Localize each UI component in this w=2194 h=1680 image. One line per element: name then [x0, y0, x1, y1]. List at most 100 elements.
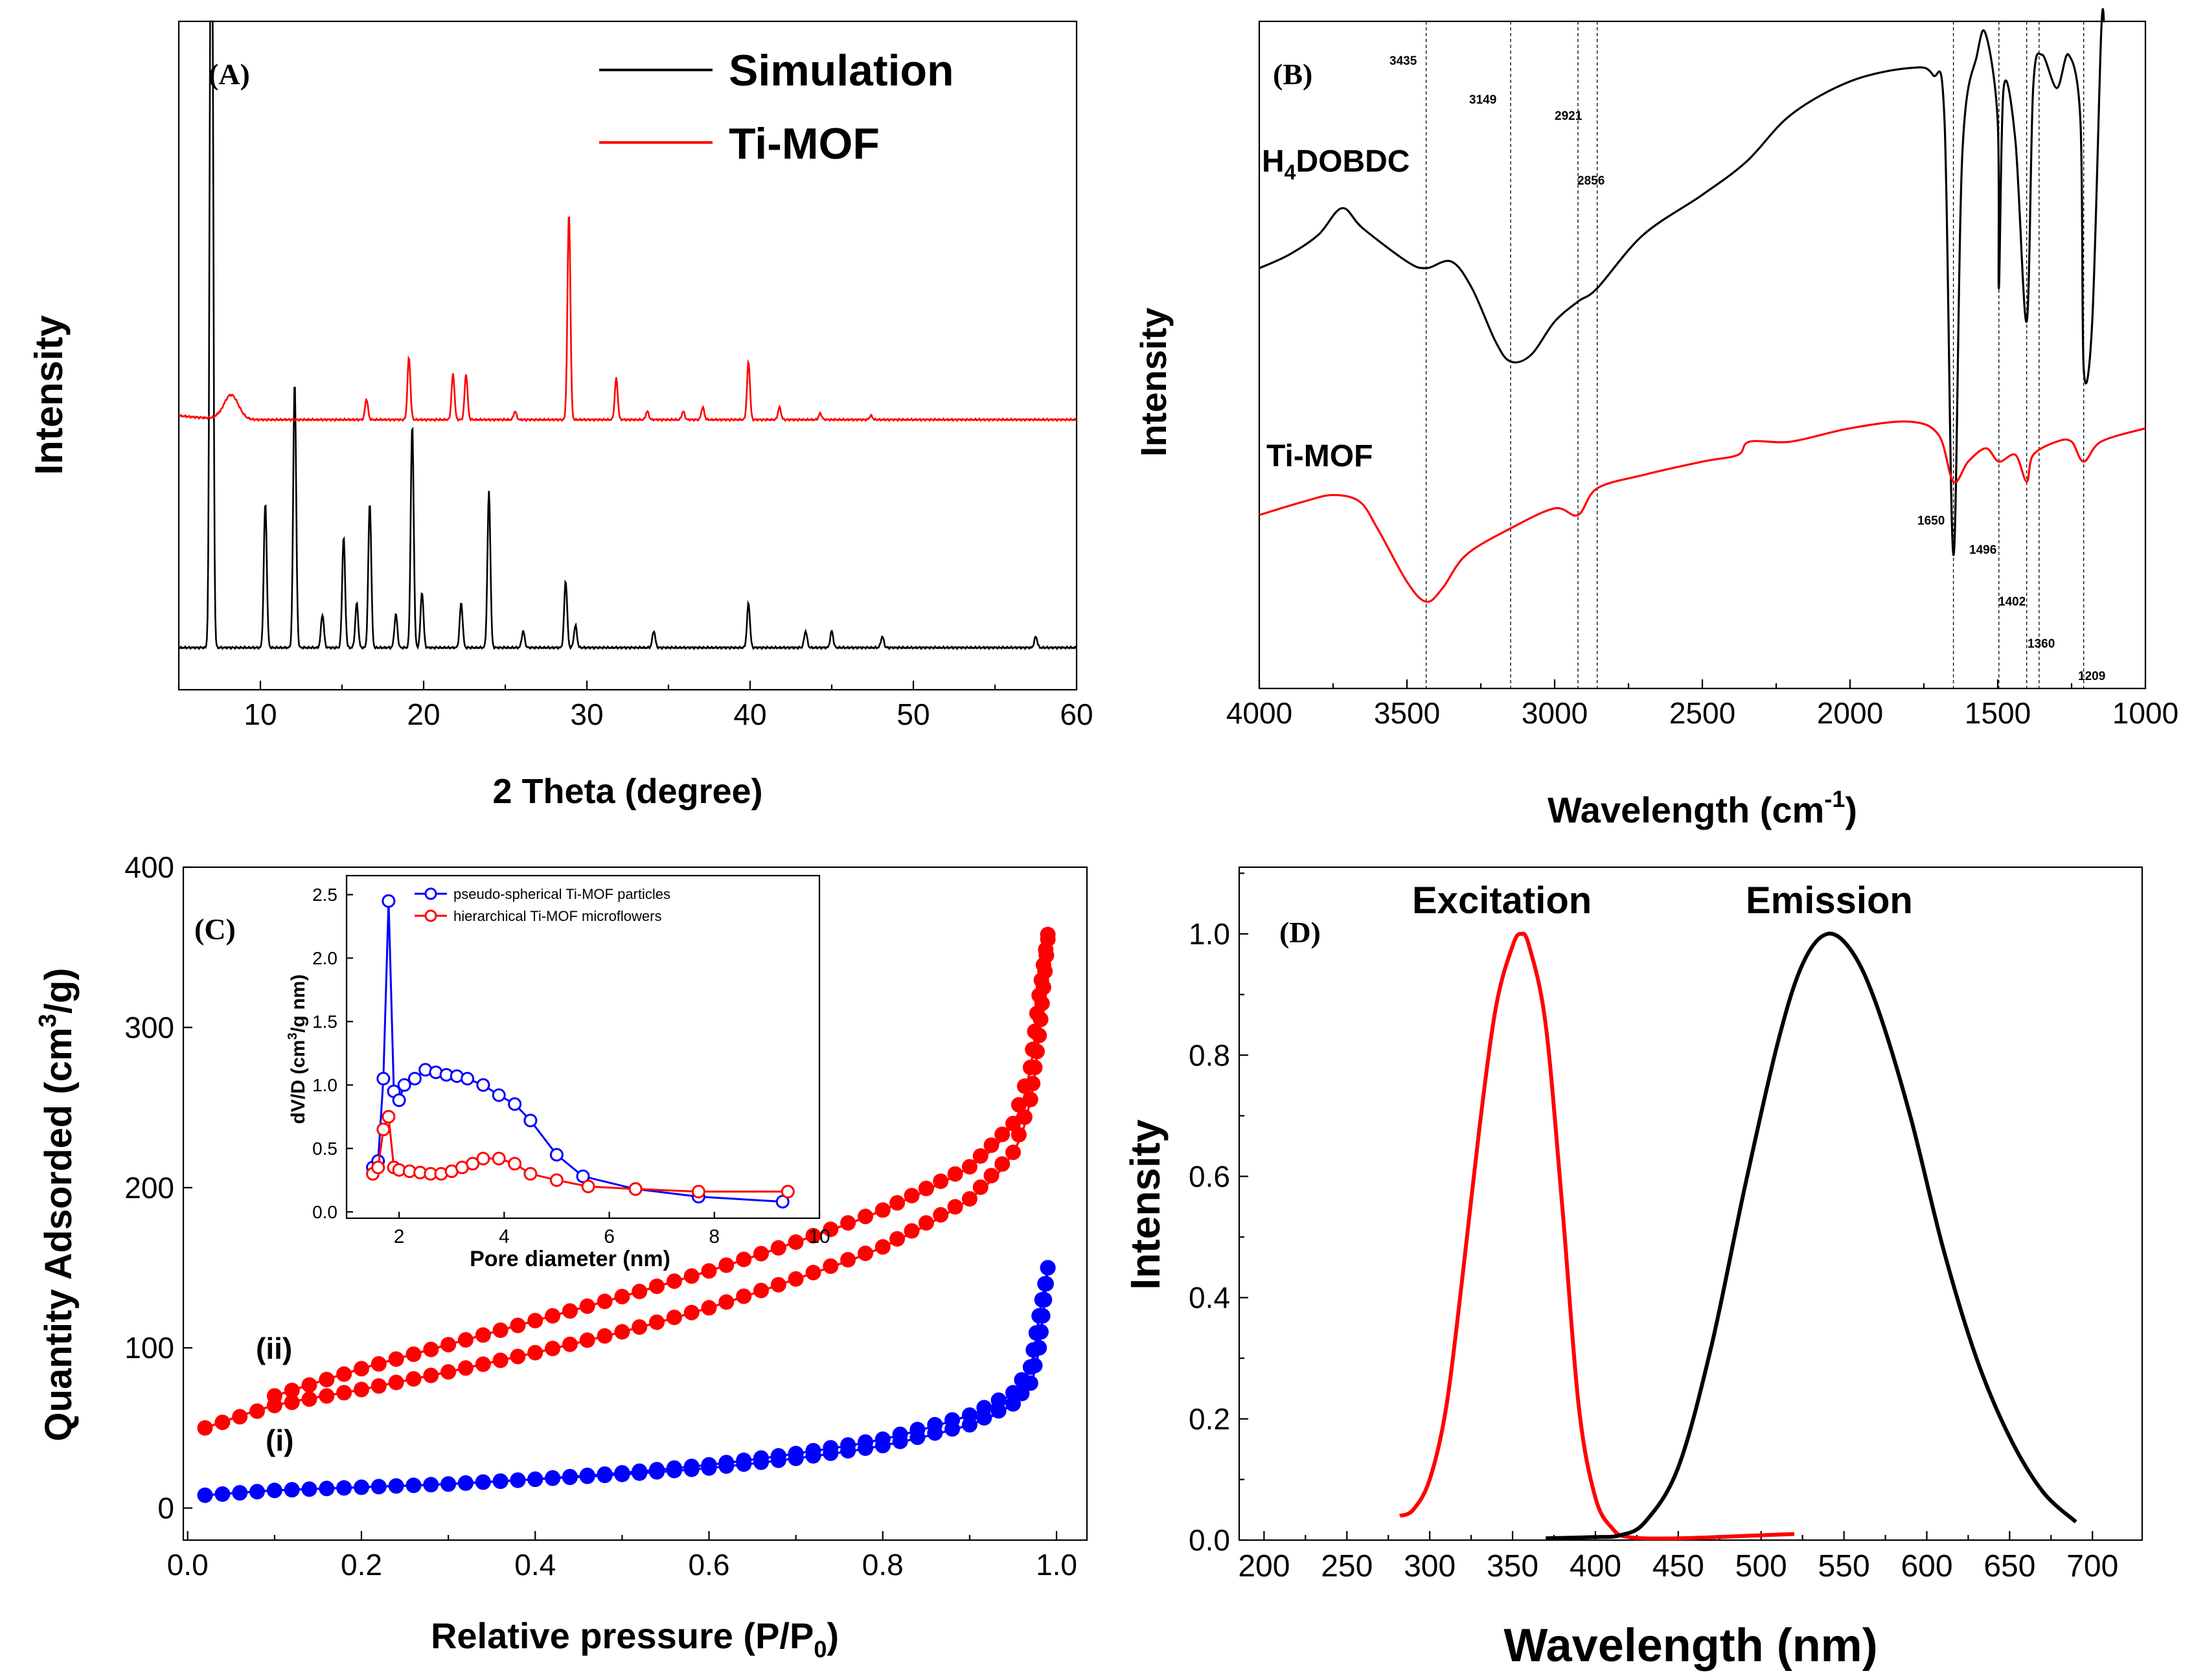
panel-a-x-tick-label: 10 — [244, 698, 277, 731]
panel-c-marker — [909, 1422, 926, 1438]
panel-d-y-tick-label: 0.2 — [1189, 1402, 1230, 1436]
panel-c-marker — [1033, 972, 1049, 988]
panel-c-marker — [406, 1371, 422, 1387]
panel-c-marker — [1016, 1109, 1033, 1125]
panel-a-x-tick-label: 60 — [1060, 698, 1093, 731]
inset-legend-marker-particles — [424, 887, 437, 900]
panel-c-marker — [1031, 1308, 1047, 1324]
panel-c-marker — [904, 1223, 920, 1239]
panel-c-marker — [1011, 1096, 1027, 1113]
panel-c-marker — [918, 1181, 934, 1196]
panel-d-x-tick-label: 300 — [1404, 1549, 1456, 1584]
panel-c-marker — [874, 1239, 891, 1255]
panel-d-series-emission — [1546, 931, 2077, 1541]
panel-c-marker — [266, 1388, 282, 1404]
panel-c-marker — [718, 1455, 735, 1471]
inset-x-tick-label: 10 — [808, 1226, 830, 1247]
panel-c-marker — [301, 1377, 317, 1393]
panel-c-marker — [510, 1472, 526, 1488]
inset-y-tick-label: 0.0 — [312, 1202, 337, 1222]
panel-c-marker — [440, 1364, 457, 1380]
panel-c-marker — [492, 1352, 509, 1368]
panel-c-marker — [972, 1179, 988, 1196]
panel-c-curves — [197, 926, 1056, 1503]
panel-c-y-tick-label: 300 — [124, 1010, 174, 1044]
panel-c-marker — [1022, 1359, 1038, 1375]
panel-c-marker — [614, 1289, 630, 1304]
panel-c-marker — [284, 1394, 300, 1411]
panel-a-x-tick-label: 50 — [897, 698, 930, 731]
peak-label-1209: 1209 — [2078, 670, 2105, 683]
panel-c-ticks: 0.0 0.2 0.4 0.6 0.8 1.0 0 100 200 300 400 — [124, 850, 1077, 1582]
panel-d-y-tick-label: 0.8 — [1189, 1038, 1230, 1072]
panel-c-y-tick-label: 400 — [124, 850, 174, 884]
panel-c-marker — [649, 1462, 665, 1478]
panel-c-marker — [1016, 1078, 1033, 1095]
panel-c-marker — [457, 1475, 474, 1491]
panel-c-marker — [683, 1304, 700, 1321]
panel-b-label: (B) — [1273, 58, 1312, 91]
peak-label-2921: 2921 — [1555, 109, 1583, 123]
inset-marker — [523, 1166, 538, 1181]
panel-c-marker — [232, 1409, 248, 1425]
panel-c-marker — [683, 1459, 700, 1475]
panel-d-x-tick-label: 700 — [2066, 1549, 2118, 1584]
panel-c-marker — [1031, 987, 1047, 1003]
inset-y-tick-label: 2.0 — [312, 948, 337, 968]
inset-marker — [476, 1152, 490, 1166]
panel-c-marker — [388, 1351, 404, 1367]
panel-c-x-tick-label: 1.0 — [1036, 1548, 1077, 1582]
panel-c-marker — [947, 1199, 963, 1215]
panel-d-photoluminescence: 200 250 300 350 400 450 500 550 600 650 700 0.0 0.2 0… — [1122, 866, 2143, 1672]
inset-marker — [376, 1072, 391, 1085]
panel-c-marker — [1005, 1144, 1021, 1161]
panel-b-annotations: 3435 3149 2921 2856 1650 1496 1402 1360 … — [1389, 54, 2105, 683]
panel-c-plot-frame — [182, 866, 1088, 1541]
inset-y-tick-label: 1.5 — [312, 1012, 337, 1032]
panel-c-marker — [770, 1447, 786, 1464]
panel-a-curves — [178, 20, 1077, 651]
panel-a-xrd: 10 20 30 40 50 60 (A) Simulation Ti-MOF 2 The… — [27, 20, 1093, 811]
panel-d-label: (D) — [1279, 916, 1321, 949]
panel-c-marker — [874, 1202, 891, 1218]
panel-c-marker — [666, 1460, 682, 1476]
panel-c-marker — [545, 1470, 561, 1486]
panel-c-marker — [354, 1381, 369, 1398]
panel-c-marker — [770, 1277, 786, 1293]
panel-c-marker — [632, 1319, 648, 1335]
panel-a-series-ti-mof — [178, 216, 1077, 422]
panel-a-series-simulation — [178, 20, 1077, 651]
peak-label-1402: 1402 — [1998, 595, 2026, 609]
panel-c-marker — [823, 1258, 839, 1274]
panel-c-marker — [1022, 1091, 1038, 1107]
panel-c-marker — [319, 1372, 335, 1388]
panel-c-marker — [961, 1191, 977, 1207]
panel-c-marker — [597, 1466, 613, 1482]
inset-marker — [691, 1185, 705, 1199]
inset-marker — [376, 1122, 391, 1137]
inset-x-tick-label: 8 — [709, 1226, 720, 1247]
curve-label-excitation: Excitation — [1412, 880, 1592, 922]
panel-c-marker — [753, 1450, 769, 1466]
inset-background — [347, 876, 819, 1218]
inset-marker — [508, 1097, 522, 1111]
panel-c-marker — [840, 1252, 856, 1268]
inset-marker — [628, 1182, 643, 1196]
panel-c-marker — [718, 1294, 735, 1310]
panel-c-marker — [579, 1332, 595, 1348]
panel-c-marker — [562, 1469, 578, 1484]
panel-c-marker — [614, 1465, 630, 1481]
panel-c-marker — [649, 1314, 665, 1330]
panel-c-inset: 2 4 6 8 10 0.0 0.5 1.0 1.5 2.0 2.5 pseudo-spherica… — [286, 874, 830, 1271]
panel-c-marker — [336, 1480, 352, 1496]
panel-d-x-tick-label: 250 — [1321, 1549, 1373, 1584]
panel-c-marker — [961, 1159, 977, 1175]
panel-c-y-tick-label: 200 — [124, 1171, 174, 1205]
panel-b-x-ticks: 4000 3500 3000 2500 2000 1500 1000 — [1226, 679, 2178, 730]
inset-plot-frame — [345, 874, 821, 1220]
panel-b-x-tick-label: 1500 — [1965, 696, 2031, 730]
panel-c-marker — [1035, 957, 1051, 973]
panel-c-marker — [562, 1336, 578, 1352]
inset-marker — [382, 894, 396, 908]
panel-c-y-axis-label: Quantity Adsorded (cm3/g) — [34, 968, 80, 1441]
